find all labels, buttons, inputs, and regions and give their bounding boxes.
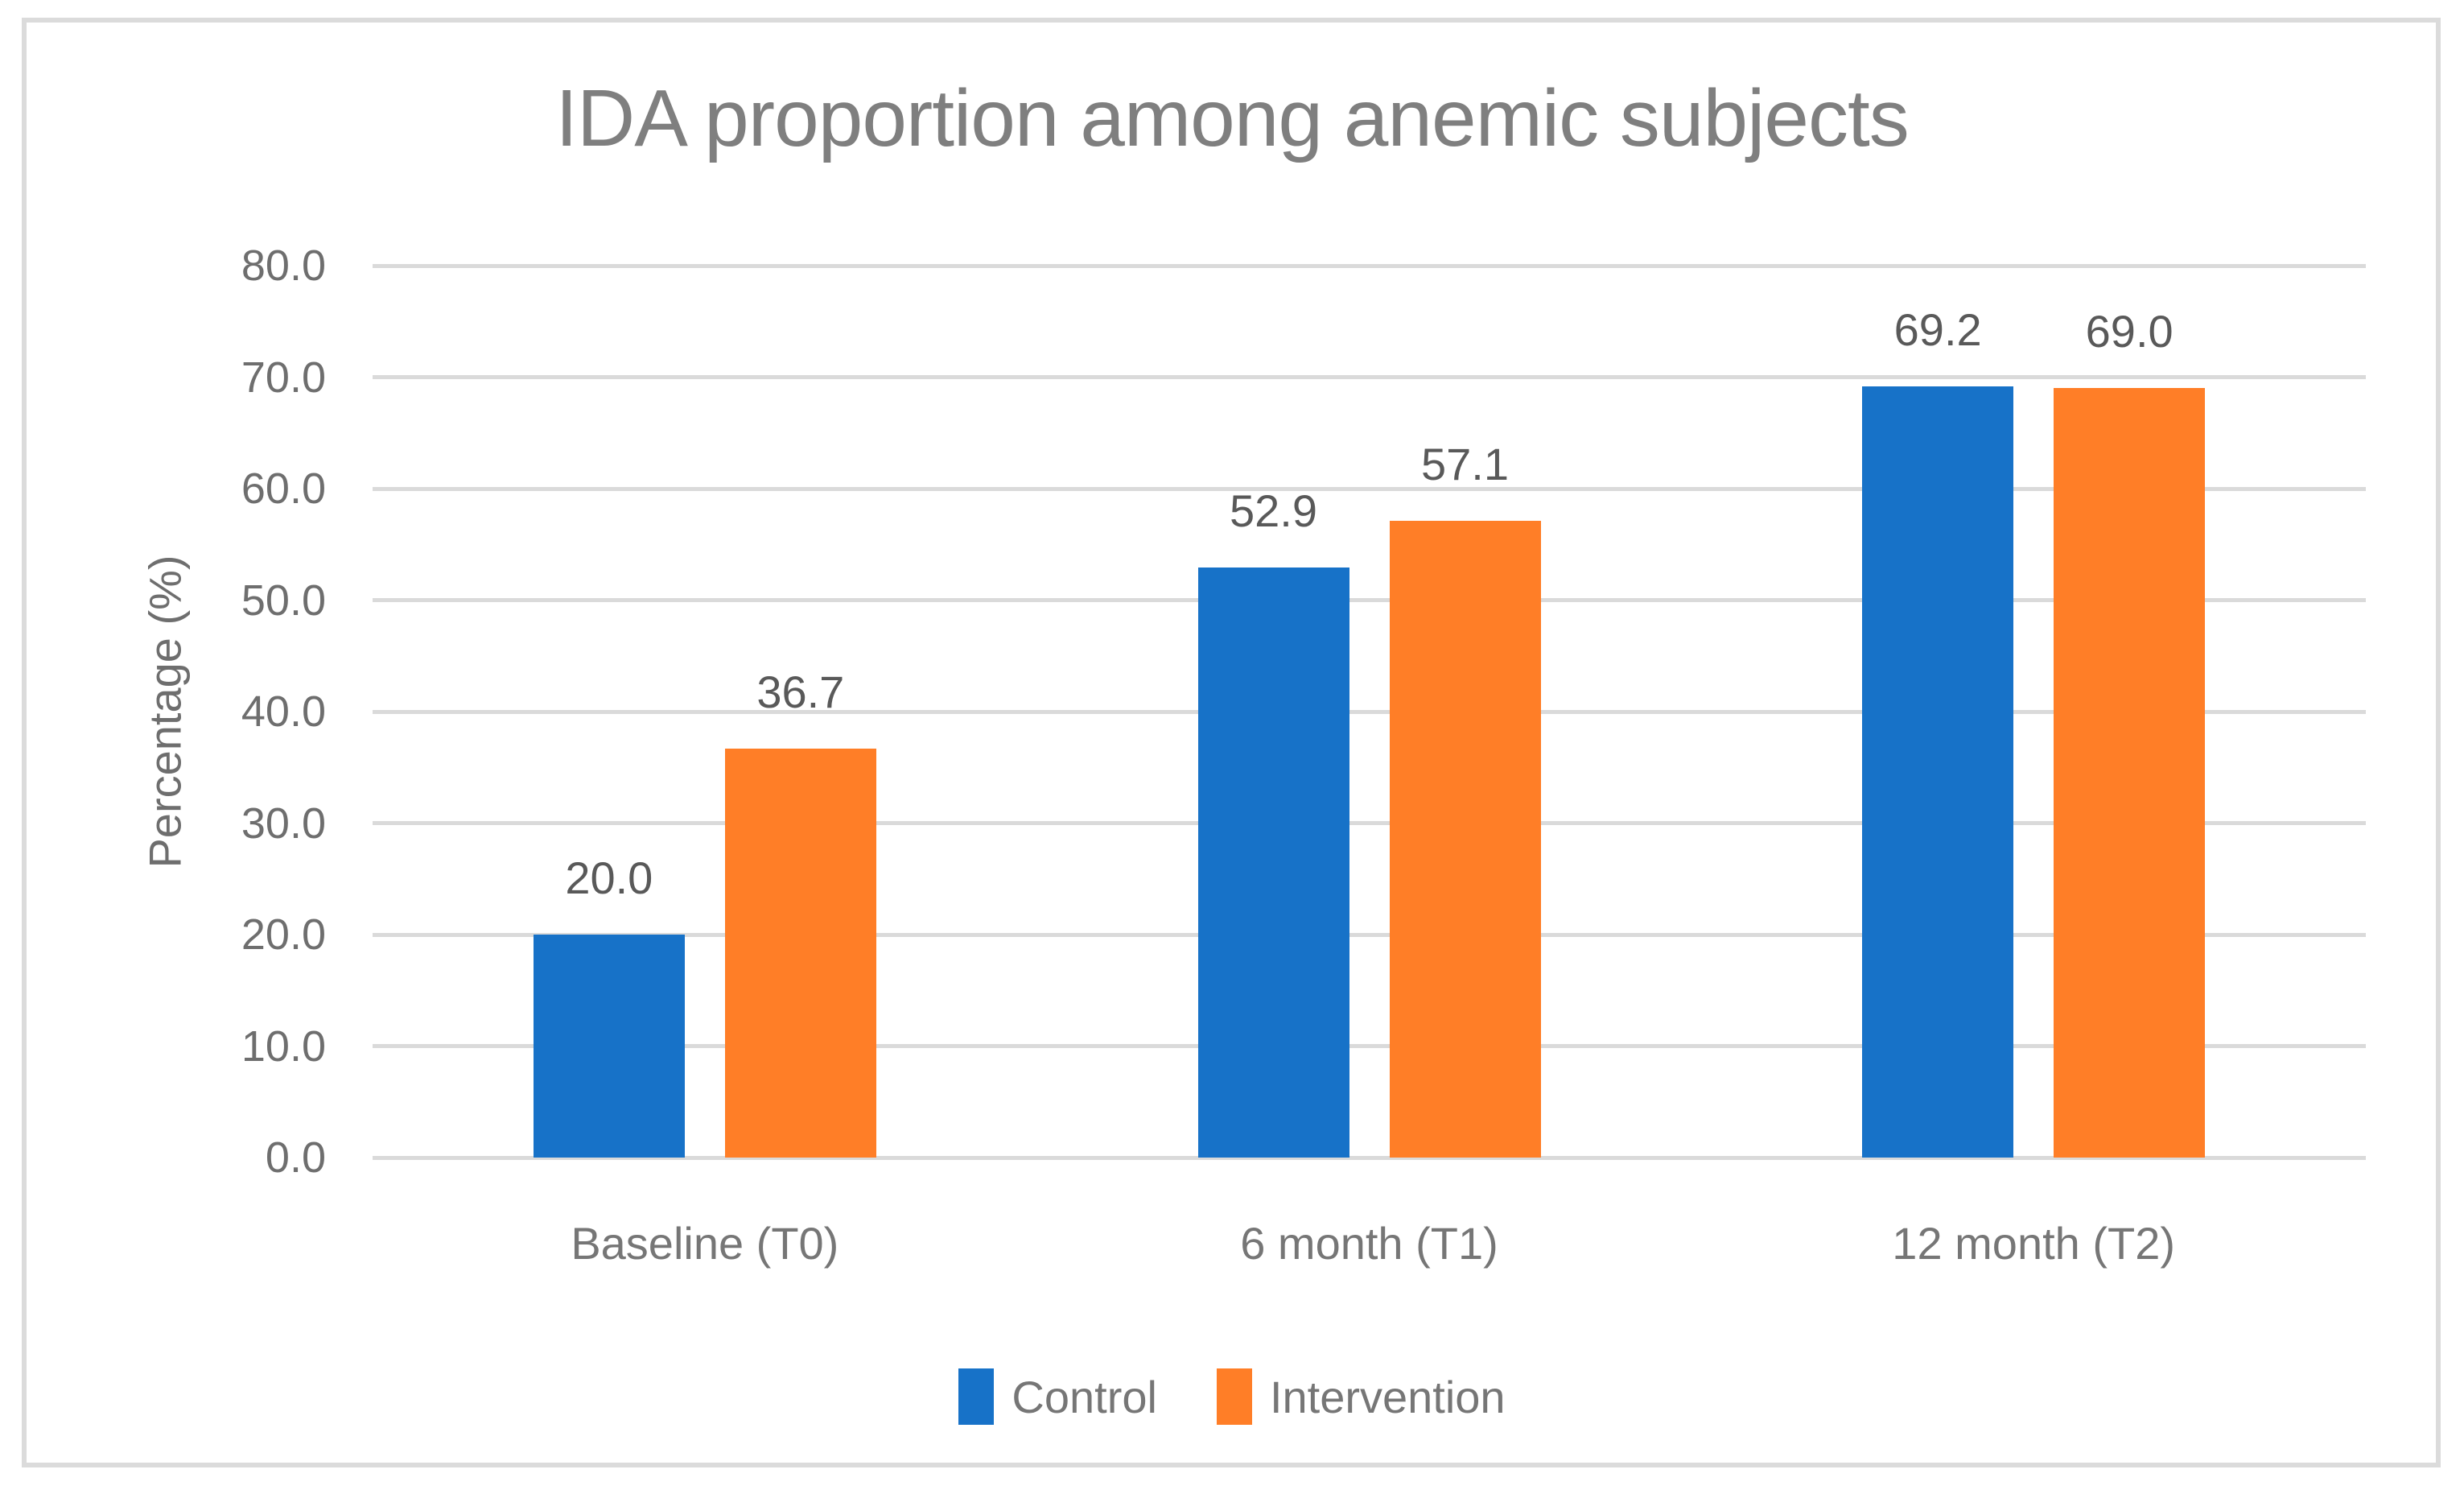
legend-marker-control-icon [958,1368,995,1425]
gridline-20.0 [373,932,2366,937]
bar-value-label-control-baseline-t0: 20.0 [565,852,653,903]
gridline-80.0 [373,263,2366,268]
bar-control-12-month-t2 [1862,386,2014,1158]
x-axis-label-12-month-t2: 12 month (T2) [1892,1218,2176,1269]
legend: Control Intervention [0,1368,2464,1425]
gridline-60.0 [373,486,2366,491]
y-tick-label-60.0: 60.0 [241,464,326,513]
legend-marker-intervention-icon [1216,1368,1252,1425]
bar-value-label-intervention-6-month-t1: 57.1 [1421,439,1509,490]
chart-title: IDA proportion among anemic subjects [555,73,1910,163]
bar-value-label-control-12-month-t2: 69.2 [1893,303,1982,355]
gridline-40.0 [373,709,2366,714]
bar-value-label-control-6-month-t1: 52.9 [1230,485,1317,537]
y-tick-label-70.0: 70.0 [241,353,326,402]
x-axis-label-baseline-t0: Baseline (T0) [571,1218,839,1269]
bar-intervention-baseline-t0 [724,748,876,1158]
y-tick-label-40.0: 40.0 [241,687,326,736]
bar-value-label-intervention-12-month-t2: 69.0 [2085,306,2174,357]
gridline-50.0 [373,598,2366,602]
y-axis-title-text: Percentage (%) [139,555,191,869]
bar-control-6-month-t1 [1197,568,1349,1158]
plot-area: 20.0 36.7 52.9 57.1 69.2 69.0 [373,263,2366,1160]
x-axis-label-6-month-t1: 6 month (T1) [1240,1218,1498,1269]
y-tick-label-80.0: 80.0 [241,241,326,290]
y-tick-label-20.0: 20.0 [241,910,326,959]
gridline-30.0 [373,821,2366,825]
y-tick-label-0.0: 0.0 [265,1133,326,1182]
legend-label-intervention: Intervention [1269,1371,1506,1422]
bar-control-baseline-t0 [533,935,685,1158]
legend-item-control: Control [958,1368,1157,1425]
gridline-0.0 [373,1155,2366,1160]
bar-value-label-intervention-baseline-t0: 36.7 [756,666,845,717]
legend-item-intervention: Intervention [1216,1368,1506,1425]
bar-intervention-12-month-t2 [2054,388,2206,1158]
y-tick-label-30.0: 30.0 [241,799,326,848]
y-tick-label-50.0: 50.0 [241,576,326,625]
legend-label-control: Control [1012,1371,1157,1422]
y-tick-label-10.0: 10.0 [241,1022,326,1071]
gridline-10.0 [373,1044,2366,1048]
gridline-70.0 [373,375,2366,379]
bar-intervention-6-month-t1 [1389,521,1541,1158]
